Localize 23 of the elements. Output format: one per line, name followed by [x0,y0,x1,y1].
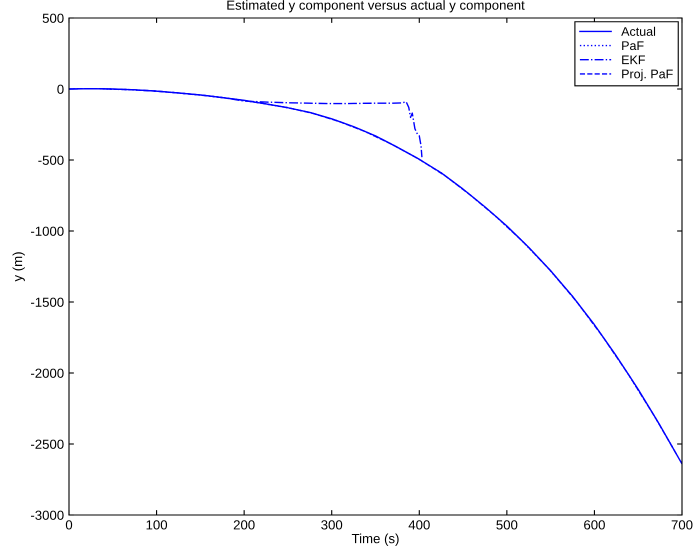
legend-label: PaF [622,41,644,50]
chart-title: Estimated y component versus actual y component [227,0,525,12]
x-tick-label: 500 [496,520,518,530]
x-tick-label: 400 [408,520,430,530]
x-tick-label: 0 [66,520,72,530]
x-axis-title: Time (s) [352,534,399,546]
x-tick-label: 600 [584,520,605,530]
y-tick-label: -2000 [30,368,64,378]
x-tick-label: 300 [321,520,342,530]
x-tick-label: 100 [146,520,168,530]
y-tick-label: -1000 [30,226,64,236]
y-tick-label: 0 [57,84,64,94]
y-tick-label: -1500 [30,298,64,307]
y-tick-label: -2500 [30,440,64,449]
y-tick-label: -500 [38,156,64,165]
legend-label: EKF [622,56,645,64]
y-tick-label: -3000 [30,510,64,520]
legend-label: Actual [621,26,656,36]
x-tick-label: 700 [672,520,692,530]
y-axis-title: y (m) [12,252,25,282]
x-tick-label: 200 [234,520,255,530]
legend-label: Proj. PaF [622,69,673,81]
y-tick-label: 500 [42,14,64,23]
